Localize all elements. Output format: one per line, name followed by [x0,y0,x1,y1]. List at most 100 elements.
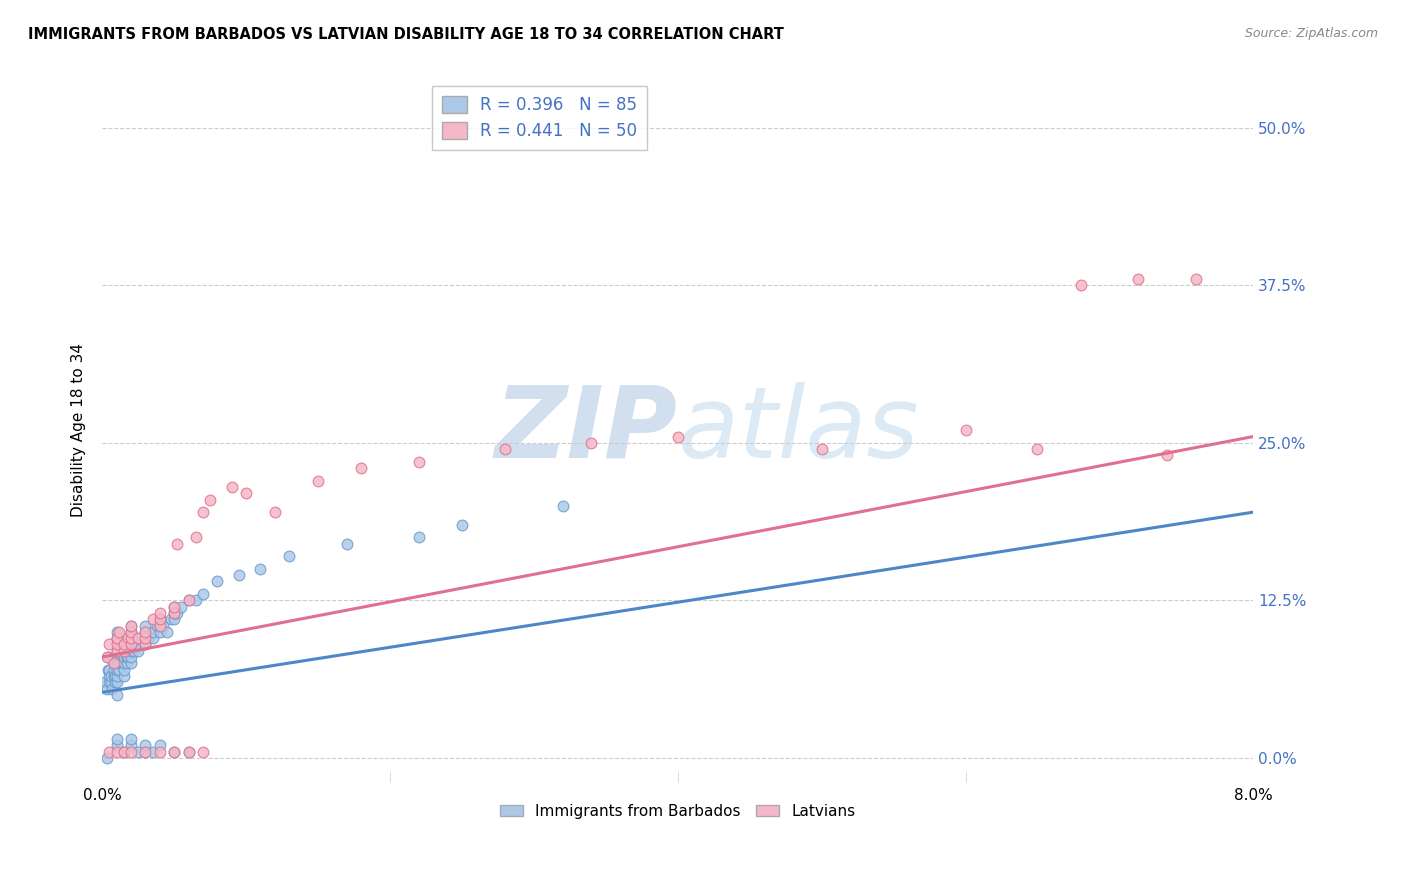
Text: atlas: atlas [678,382,920,479]
Point [105,650,128,665]
Point [191,587,214,601]
Point [160,612,183,626]
Point [112,650,135,665]
Point [120,637,142,651]
Point [112,669,135,683]
Point [98,745,121,759]
Point [152,618,174,632]
Point [955,423,977,437]
Point [105,669,128,683]
Point [94,675,117,690]
Point [1026,442,1049,457]
Point [104,675,127,690]
Point [114,644,136,658]
Point [105,631,128,645]
Point [96,650,118,665]
Point [105,745,128,759]
Point [117,650,139,665]
Point [166,606,188,620]
Point [128,631,150,645]
Point [104,669,127,683]
Point [115,650,138,665]
Point [149,612,172,626]
Point [120,618,142,632]
Point [103,663,125,677]
Point [105,675,128,690]
Point [127,631,149,645]
Point [105,731,128,746]
Point [136,631,159,645]
Point [494,442,516,457]
Point [134,637,156,651]
Point [98,637,121,651]
Point [191,745,214,759]
Point [134,745,156,759]
Point [177,745,200,759]
Point [263,505,285,519]
Point [108,657,131,671]
Point [105,637,128,651]
Point [134,631,156,645]
Point [1184,272,1206,286]
Point [118,644,141,658]
Point [191,505,214,519]
Point [163,606,186,620]
Point [163,599,186,614]
Point [1156,449,1178,463]
Point [112,745,135,759]
Point [1128,272,1150,286]
Point [112,644,135,658]
Point [142,745,165,759]
Point [97,650,120,665]
Point [134,624,156,639]
Point [142,624,165,639]
Point [163,612,186,626]
Point [184,593,207,607]
Point [111,657,134,671]
Point [198,492,221,507]
Point [124,637,146,651]
Point [100,669,122,683]
Point [105,657,128,671]
Point [110,650,132,665]
Point [142,631,165,645]
Point [105,688,128,702]
Point [117,631,139,645]
Point [120,657,142,671]
Point [350,461,373,475]
Point [103,669,125,683]
Legend: Immigrants from Barbados, Latvians: Immigrants from Barbados, Latvians [494,797,862,825]
Point [810,442,832,457]
Point [149,624,172,639]
Point [108,663,131,677]
Text: ZIP: ZIP [495,382,678,479]
Point [120,738,142,752]
Point [105,663,128,677]
Point [103,657,125,671]
Point [134,631,156,645]
Point [551,499,574,513]
Point [134,618,156,632]
Point [122,644,145,658]
Point [149,606,172,620]
Point [96,681,118,696]
Point [149,612,172,626]
Point [149,618,172,632]
Point [336,536,359,550]
Point [120,644,142,658]
Point [278,549,301,564]
Point [177,745,200,759]
Point [105,738,128,752]
Point [149,745,172,759]
Point [120,618,142,632]
Point [120,745,142,759]
Point [1070,278,1092,293]
Point [120,631,142,645]
Point [134,637,156,651]
Point [163,599,186,614]
Point [170,599,193,614]
Point [134,745,156,759]
Point [98,675,121,690]
Point [103,657,125,671]
Point [177,593,200,607]
